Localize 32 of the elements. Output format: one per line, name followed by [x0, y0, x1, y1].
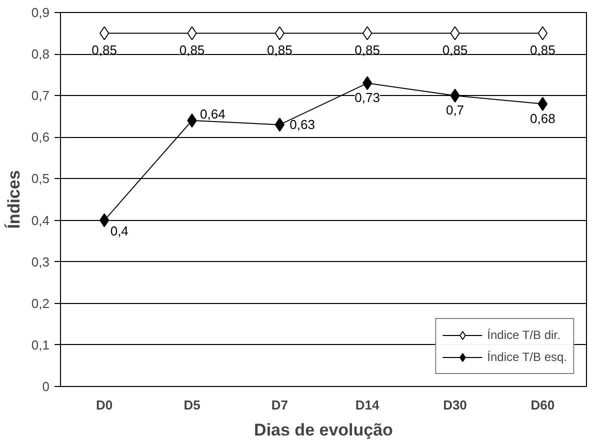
y-tick-label: 0,2 — [31, 296, 50, 311]
x-axis-title: Dias de evolução — [254, 420, 393, 440]
x-tick-label: D30 — [443, 398, 467, 412]
legend-label: Índice T/B dir. — [487, 328, 560, 342]
y-tick-label: 0,7 — [31, 88, 50, 104]
legend-label: Índice T/B esq. — [487, 350, 567, 364]
data-label: 0,7 — [446, 102, 464, 118]
data-label: 0,85 — [179, 42, 205, 58]
data-label: 0,85 — [92, 42, 117, 58]
y-tick-label: 0,3 — [31, 254, 50, 270]
data-label: 0,73 — [354, 90, 380, 106]
y-axis-title: Índices — [3, 170, 24, 229]
y-tick-label: 0,1 — [31, 337, 50, 352]
y-tick-label: 0,6 — [31, 130, 50, 145]
data-label: 0,85 — [354, 42, 380, 58]
data-label: 0,63 — [290, 117, 315, 132]
y-tick-label: 0,5 — [31, 171, 50, 186]
y-tick-label: 0 — [42, 379, 50, 394]
y-tick-label: 0,4 — [31, 212, 50, 228]
x-tick-label: D60 — [530, 398, 555, 412]
data-label: 0,64 — [200, 106, 226, 122]
data-label: 0,85 — [267, 42, 292, 58]
y-tick-label: 0,8 — [31, 46, 50, 62]
x-tick-label: D0 — [96, 398, 113, 412]
y-tick-label: 0,9 — [31, 5, 50, 20]
data-label: 0,68 — [530, 110, 556, 126]
x-tick-label: D7 — [271, 398, 288, 412]
data-label: 0,4 — [110, 223, 128, 238]
data-label: 0,85 — [442, 42, 468, 58]
x-tick-label: D14 — [355, 398, 380, 412]
x-tick-label: D5 — [184, 398, 200, 412]
data-label: 0,85 — [530, 42, 556, 58]
